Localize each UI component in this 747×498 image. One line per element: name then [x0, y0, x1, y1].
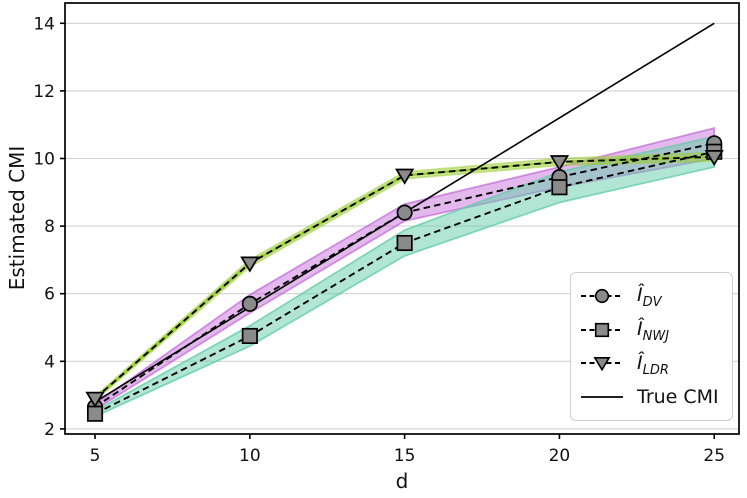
marker-triangle-down	[394, 168, 415, 185]
marker-square	[241, 327, 258, 345]
legend-label-I_DV: ÎDV	[637, 284, 662, 311]
legend-item-I_LDR: ÎLDR	[579, 348, 724, 378]
x-tick-label: 25	[703, 446, 725, 466]
legend-sample-True CMI	[581, 396, 623, 399]
x-tick-label: 10	[239, 446, 261, 466]
marker-square	[396, 234, 413, 252]
marker-circle	[396, 204, 413, 221]
x-tick-label: 20	[549, 446, 571, 466]
marker-square	[551, 179, 568, 196]
markers-I_LDR	[85, 150, 724, 408]
legend-sample-I_LDR	[581, 357, 623, 372]
ticks: 5 10 15 20 25 2 4 6 8 10 12 14	[33, 14, 725, 466]
marker-circle	[241, 295, 258, 312]
marker-square	[594, 322, 610, 337]
marker-triangle-down	[549, 155, 570, 172]
x-axis-label: d	[395, 469, 409, 493]
y-tick-label: 12	[33, 82, 55, 102]
legend-label-True CMI: True CMI	[637, 385, 719, 408]
line-I_LDR	[94, 155, 715, 400]
legend: ÎDV ÎNWJ ÎLDR True CMI	[570, 272, 733, 421]
y-axis-label: Estimated CMI	[5, 145, 29, 291]
marker-square	[86, 405, 104, 422]
legend-item-I_NWJ: ÎNWJ	[579, 315, 724, 345]
marker-triangle-down	[704, 150, 724, 167]
legend-label-I_LDR: ÎLDR	[637, 351, 669, 378]
y-tick-label: 2	[44, 420, 55, 440]
marker-circle	[594, 288, 610, 303]
markers-I_NWJ	[86, 143, 723, 422]
legend-sample-I_NWJ	[581, 322, 623, 337]
y-tick-label: 4	[44, 352, 55, 372]
plot-frame	[64, 2, 740, 435]
x-tick-label: 5	[90, 446, 101, 466]
y-tick-label: 10	[33, 149, 55, 169]
legend-item-I_DV: ÎDV	[579, 281, 724, 311]
band-I_NWJ	[94, 135, 716, 418]
marker-triangle-down	[85, 391, 105, 408]
marker-triangle-down	[240, 256, 260, 273]
y-tick-label: 14	[33, 14, 55, 34]
x-tick-label: 15	[394, 446, 416, 466]
y-tick-label: 6	[44, 285, 55, 305]
legend-sample-I_DV	[581, 288, 623, 303]
legend-label-I_NWJ: ÎNWJ	[637, 318, 670, 344]
y-tick-label: 8	[44, 217, 55, 237]
gridlines	[65, 22, 739, 430]
marker-triangle-down	[593, 357, 611, 372]
legend-item-True-CMI: True CMI	[579, 382, 724, 412]
